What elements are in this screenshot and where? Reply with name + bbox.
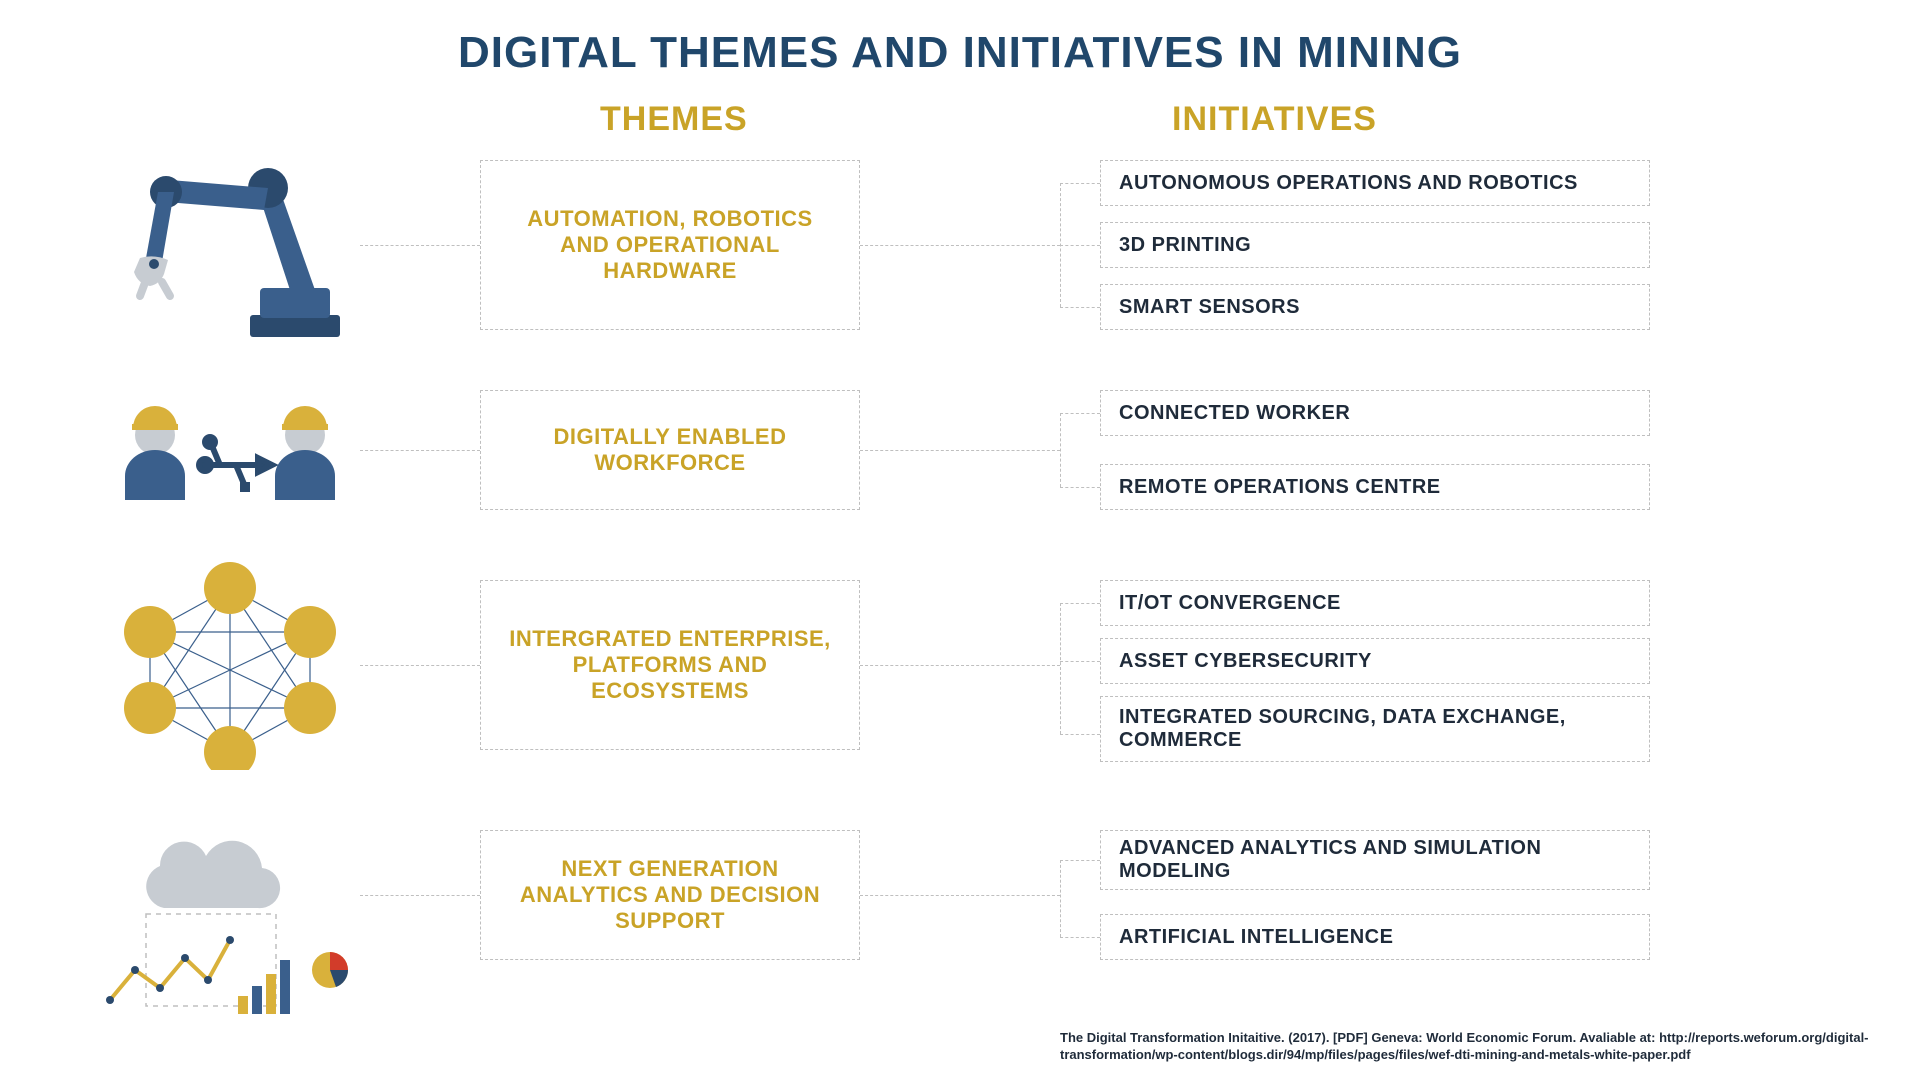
theme-label: DIGITALLY ENABLED WORKFORCE bbox=[505, 424, 835, 476]
bracket-2-b bbox=[1060, 487, 1100, 488]
theme-label: NEXT GENERATION ANALYTICS AND DECISION S… bbox=[505, 856, 835, 934]
workers-link-icon bbox=[100, 380, 360, 520]
connector-theme-init-2 bbox=[860, 450, 1060, 451]
bracket-4 bbox=[1060, 860, 1061, 937]
column-header-themes: THEMES bbox=[600, 100, 748, 139]
connector-icon-theme-3 bbox=[360, 665, 480, 666]
connector-theme-init-4 bbox=[860, 895, 1060, 896]
analytics-icon bbox=[90, 810, 370, 1030]
theme-label: INTERGRATED ENTERPRISE, PLATFORMS AND EC… bbox=[505, 626, 835, 704]
bracket-4-a bbox=[1060, 860, 1100, 861]
initiative-it-ot: IT/OT CONVERGENCE bbox=[1100, 580, 1650, 626]
bracket-3-c bbox=[1060, 734, 1100, 735]
initiative-smart-sensors: SMART SENSORS bbox=[1100, 284, 1650, 330]
bracket-4-b bbox=[1060, 937, 1100, 938]
column-header-initiatives: INITIATIVES bbox=[1172, 100, 1377, 139]
page-root: DIGITAL THEMES AND INITIATIVES IN MINING… bbox=[0, 0, 1920, 1080]
initiative-label: ARTIFICIAL INTELLIGENCE bbox=[1119, 926, 1393, 949]
theme-label: AUTOMATION, ROBOTICS AND OPERATIONAL HAR… bbox=[505, 206, 835, 284]
initiative-connected-worker: CONNECTED WORKER bbox=[1100, 390, 1650, 436]
bracket-2 bbox=[1060, 413, 1061, 487]
theme-box-automation: AUTOMATION, ROBOTICS AND OPERATIONAL HAR… bbox=[480, 160, 860, 330]
bracket-3-a bbox=[1060, 603, 1100, 604]
initiative-remote-ops: REMOTE OPERATIONS CENTRE bbox=[1100, 464, 1650, 510]
bracket-1-a bbox=[1060, 183, 1100, 184]
theme-box-enterprise: INTERGRATED ENTERPRISE, PLATFORMS AND EC… bbox=[480, 580, 860, 750]
initiative-autonomous-robotics: AUTONOMOUS OPERATIONS AND ROBOTICS bbox=[1100, 160, 1650, 206]
connector-theme-init-1 bbox=[860, 245, 1060, 246]
initiative-label: 3D PRINTING bbox=[1119, 234, 1251, 257]
connector-theme-init-3 bbox=[860, 665, 1060, 666]
bracket-1-c bbox=[1060, 307, 1100, 308]
initiative-label: REMOTE OPERATIONS CENTRE bbox=[1119, 476, 1441, 499]
theme-box-analytics: NEXT GENERATION ANALYTICS AND DECISION S… bbox=[480, 830, 860, 960]
initiative-advanced-analytics: ADVANCED ANALYTICS AND SIMULATION MODELI… bbox=[1100, 830, 1650, 890]
footnote: The Digital Transformation Initaitive. (… bbox=[1060, 1030, 1880, 1064]
initiative-label: IT/OT CONVERGENCE bbox=[1119, 592, 1341, 615]
initiative-integrated-sourcing: INTEGRATED SOURCING, DATA EXCHANGE, COMM… bbox=[1100, 696, 1650, 762]
initiative-label: AUTONOMOUS OPERATIONS AND ROBOTICS bbox=[1119, 172, 1578, 195]
network-nodes-icon bbox=[100, 560, 360, 770]
initiative-label: CONNECTED WORKER bbox=[1119, 402, 1350, 425]
initiative-label: INTEGRATED SOURCING, DATA EXCHANGE, COMM… bbox=[1119, 706, 1631, 752]
initiative-asset-cybersecurity: ASSET CYBERSECURITY bbox=[1100, 638, 1650, 684]
robot-arm-icon bbox=[100, 140, 360, 350]
initiative-label: ADVANCED ANALYTICS AND SIMULATION MODELI… bbox=[1119, 837, 1631, 883]
initiative-label: SMART SENSORS bbox=[1119, 296, 1300, 319]
corner-accent bbox=[1750, 0, 1920, 170]
bracket-3-b bbox=[1060, 661, 1100, 662]
theme-box-workforce: DIGITALLY ENABLED WORKFORCE bbox=[480, 390, 860, 510]
initiative-label: ASSET CYBERSECURITY bbox=[1119, 650, 1372, 673]
initiative-3d-printing: 3D PRINTING bbox=[1100, 222, 1650, 268]
page-title: DIGITAL THEMES AND INITIATIVES IN MINING bbox=[0, 28, 1920, 78]
bracket-3 bbox=[1060, 603, 1061, 734]
bracket-1-b bbox=[1060, 245, 1100, 246]
bracket-2-a bbox=[1060, 413, 1100, 414]
connector-icon-theme-2 bbox=[360, 450, 480, 451]
connector-icon-theme-1 bbox=[360, 245, 480, 246]
initiative-ai: ARTIFICIAL INTELLIGENCE bbox=[1100, 914, 1650, 960]
connector-icon-theme-4 bbox=[360, 895, 480, 896]
